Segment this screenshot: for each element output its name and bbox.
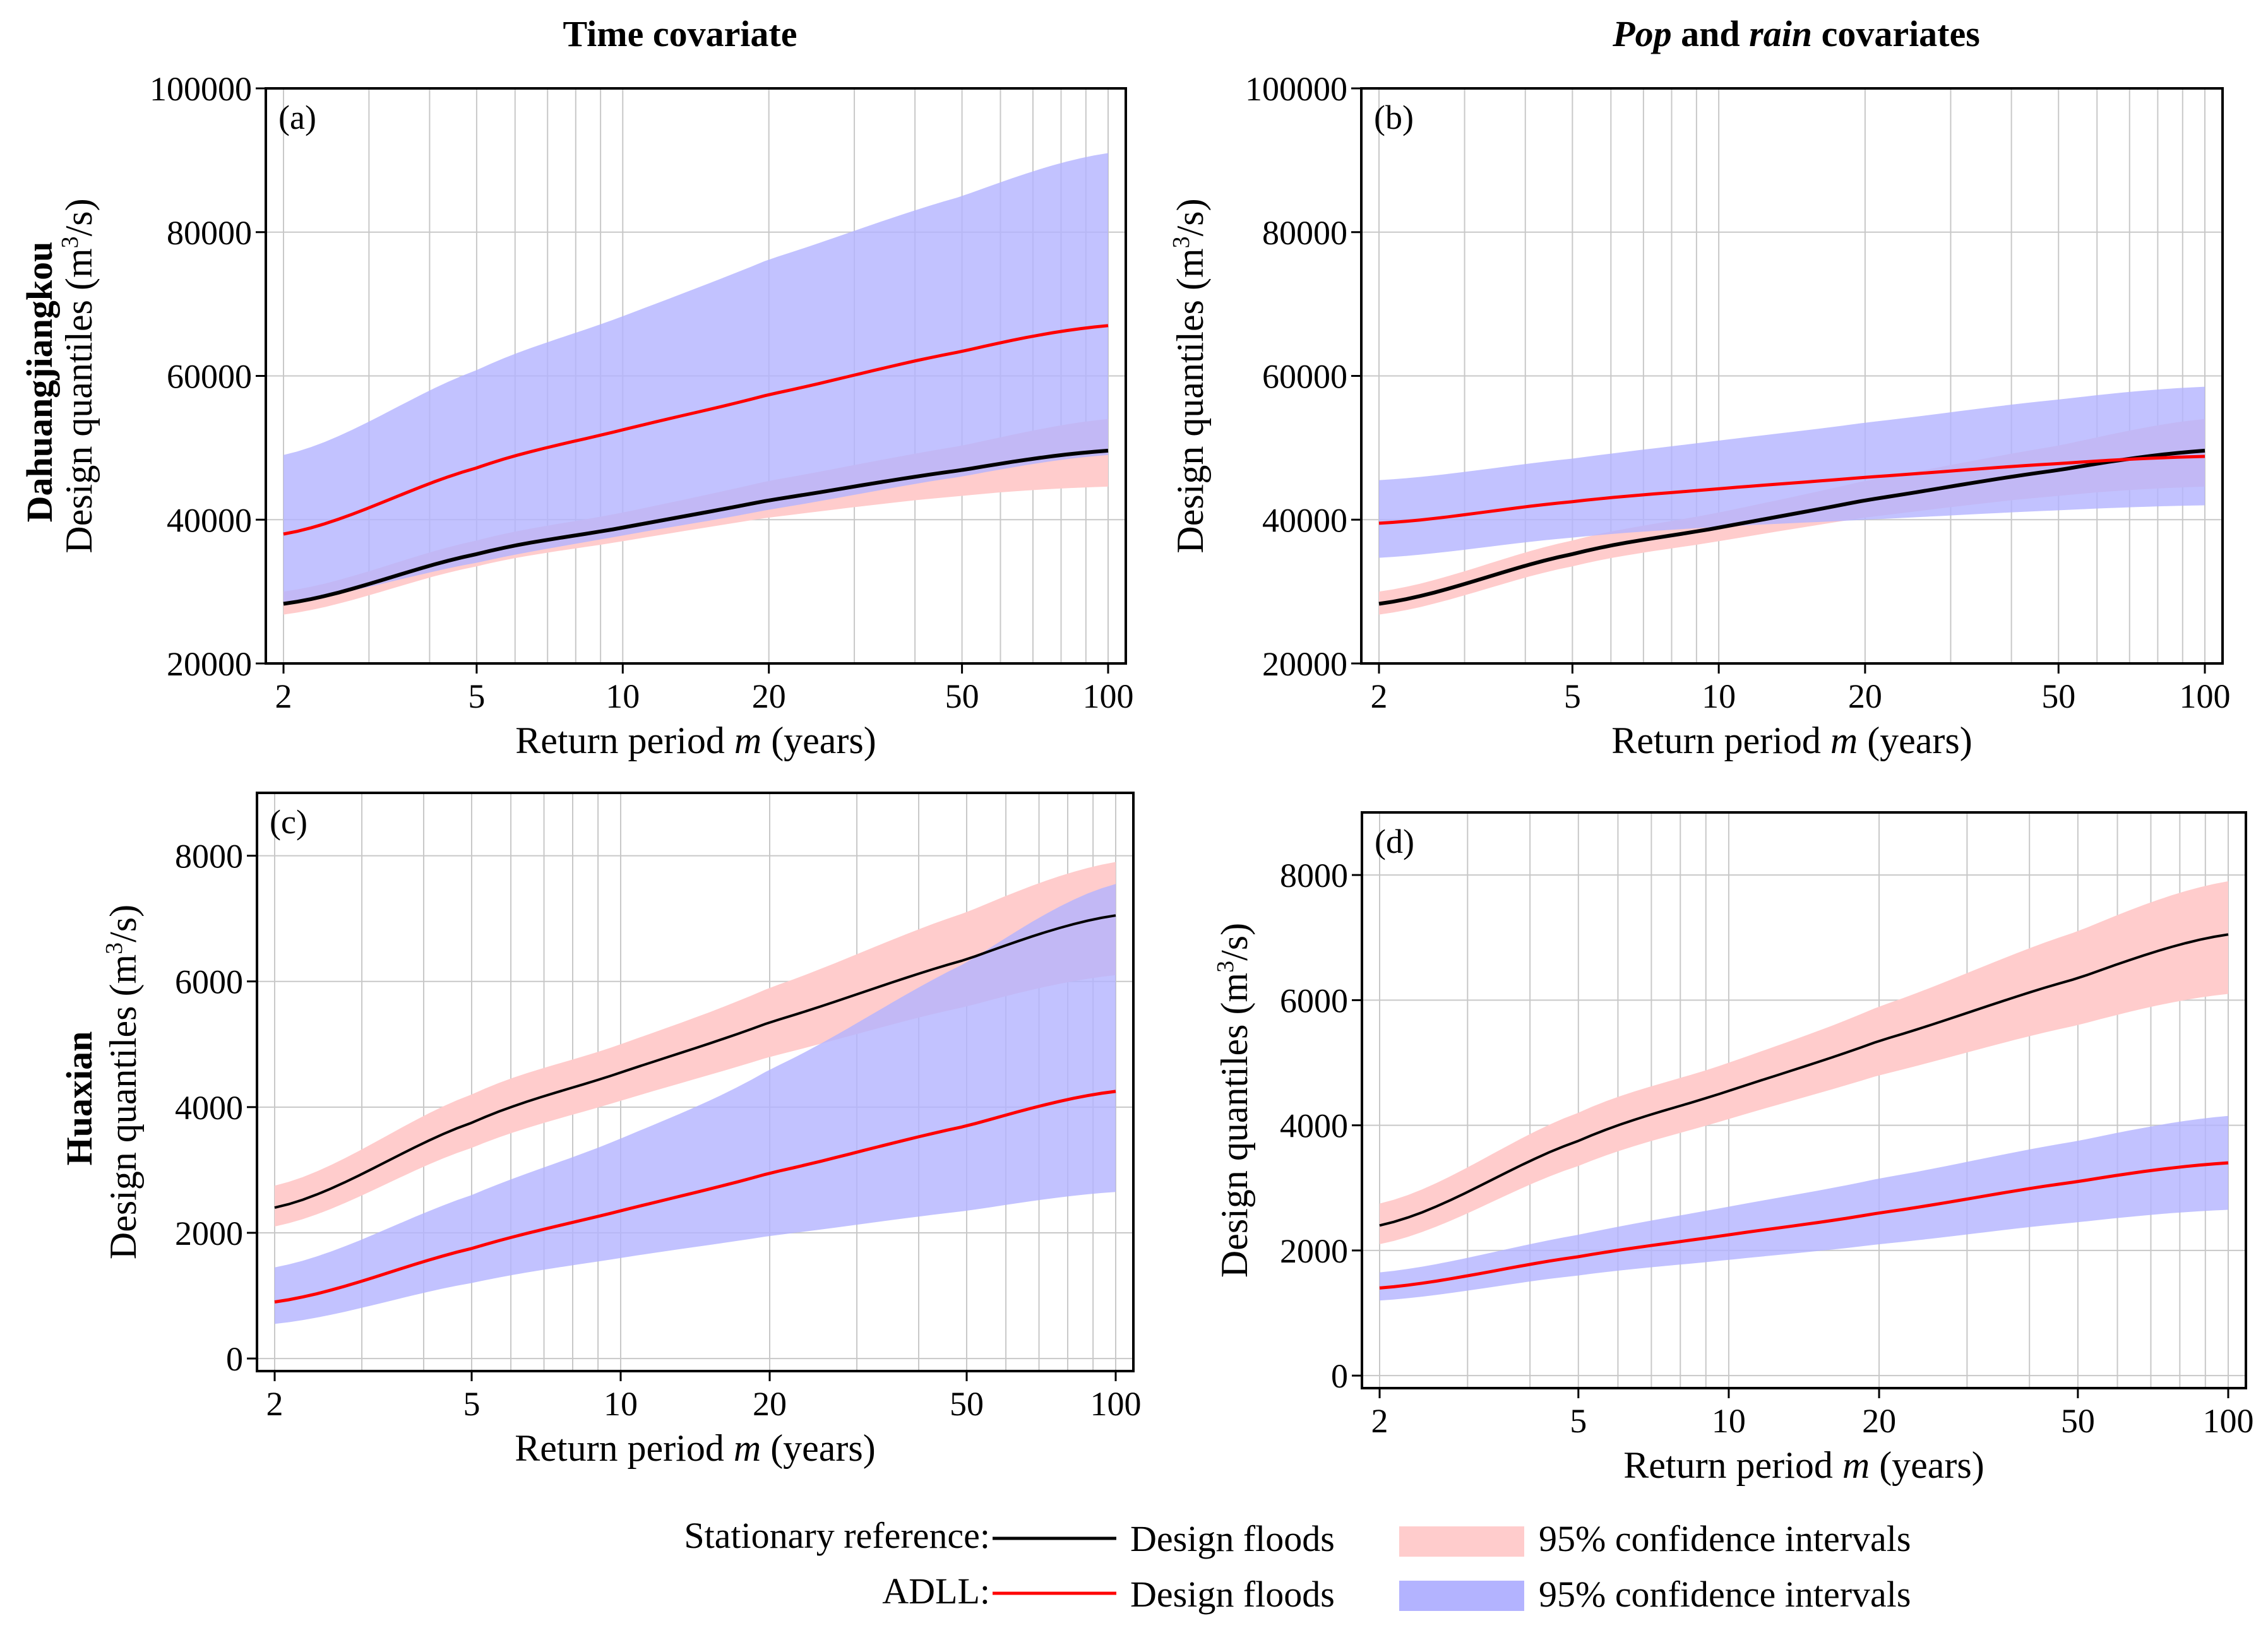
column-title-right-and: and	[1672, 13, 1750, 54]
x-tick-label: 5	[468, 677, 485, 715]
x-tick-label: 10	[604, 1385, 638, 1423]
plot-frame	[1361, 811, 2247, 1389]
adll-design-flood-line	[283, 324, 1109, 536]
stationary-ci-band	[1380, 881, 2228, 1244]
plot-background	[1362, 812, 2246, 1388]
x-tick-label: 10	[606, 677, 640, 715]
x-tick-label: 10	[1712, 1402, 1746, 1440]
x-tick-label: 50	[2041, 677, 2075, 715]
adll-ci-band	[1379, 386, 2205, 558]
y-tick-label: 2000	[175, 1215, 243, 1252]
x-tick-label: 10	[1702, 677, 1736, 715]
panel-c: 0 2000 4000 6000 8000 2 5 10 20 50 100 (c) Return pe…	[101, 792, 1142, 1469]
x-tick-label: 50	[950, 1385, 984, 1423]
y-axis-label: Design quantiles (m3/s)	[57, 198, 100, 553]
panel-label: (c)	[270, 803, 307, 841]
panel-d: 0 2000 4000 6000 8000 2 5 10 20 50 100 (d) Return pe…	[1212, 811, 2254, 1486]
legend-stationary-ci-swatch	[1399, 1526, 1524, 1557]
y-tick-label: 4000	[1280, 1107, 1348, 1145]
x-tick-label: 2	[1371, 677, 1388, 715]
legend-adll-label: ADLL:	[882, 1571, 990, 1612]
y-tick-label: 4000	[175, 1089, 243, 1127]
panel-label: (d)	[1375, 823, 1414, 860]
legend: Stationary reference: Design floods 95% …	[684, 1515, 1911, 1615]
y-tick-label: 0	[226, 1340, 243, 1378]
y-tick-label: 60000	[167, 358, 252, 396]
legend-adll-design-floods: Design floods	[1130, 1574, 1335, 1615]
column-title-left: Time covariate	[563, 13, 797, 54]
legend-adll-ci-swatch	[1399, 1581, 1524, 1611]
x-tick-label: 50	[2061, 1402, 2095, 1440]
x-tick-label: 5	[1570, 1402, 1587, 1440]
x-axis-label: Return period m (years)	[515, 1427, 876, 1469]
y-tick-label: 2000	[1280, 1232, 1348, 1270]
x-tick-label: 100	[2180, 677, 2231, 715]
y-tick-label: 100000	[150, 70, 252, 108]
x-tick-label: 2	[275, 677, 292, 715]
adll-design-flood-line	[274, 1090, 1116, 1304]
y-tick-label: 8000	[1280, 857, 1348, 894]
stationary-design-flood-line	[1378, 448, 2205, 606]
x-tick-label: 50	[945, 677, 979, 715]
panel-a: 20000 40000 60000 80000 100000 2 5 10 20 50 100 (a)…	[57, 70, 1134, 761]
stationary-design-flood-line	[274, 914, 1116, 1209]
x-tick-label: 20	[753, 1385, 787, 1423]
y-tick-label: 80000	[1262, 214, 1347, 252]
x-tick-label: 20	[1862, 1402, 1896, 1440]
y-axis-label: Design quantiles (m3/s)	[1168, 198, 1211, 553]
y-axis-label: Design quantiles (m3/s)	[1212, 923, 1255, 1278]
adll-ci-band	[284, 153, 1108, 603]
stationary-design-flood-line	[283, 448, 1109, 606]
y-axis-label: Design quantiles (m3/s)	[101, 905, 144, 1259]
plot-frame	[256, 792, 1135, 1372]
y-tick-label: 60000	[1262, 358, 1347, 396]
adll-design-flood-line	[1379, 1161, 2229, 1290]
x-axis-label: Return period m (years)	[1611, 720, 1973, 761]
x-tick-label: 2	[266, 1385, 284, 1423]
y-tick-label: 0	[1331, 1357, 1348, 1395]
panel-label: (b)	[1374, 98, 1414, 136]
row-title-huaxian: Huaxian	[59, 1031, 100, 1166]
stationary-design-flood-line	[1379, 933, 2229, 1227]
y-tick-label: 100000	[1245, 70, 1347, 108]
y-tick-label: 20000	[1262, 645, 1347, 683]
x-tick-label: 5	[463, 1385, 480, 1423]
panel-b: 20000 40000 60000 80000 100000 2 5 10 20 50 100 (b)…	[1168, 70, 2231, 761]
x-tick-label: 100	[2203, 1402, 2254, 1440]
column-title-right: Pop and rain covariates	[1612, 13, 1980, 54]
y-tick-label: 40000	[1262, 501, 1347, 539]
column-title-right-pop: Pop	[1612, 13, 1671, 54]
x-tick-label: 20	[752, 677, 786, 715]
row-title-dahuangjiangkou: Dahuangjiangkou	[19, 242, 60, 523]
y-tick-label: 8000	[175, 838, 243, 876]
y-tick-label: 40000	[167, 501, 252, 539]
legend-adll-ci-label: 95% confidence intervals	[1539, 1574, 1911, 1615]
legend-stationary-design-floods: Design floods	[1130, 1518, 1335, 1559]
y-tick-label: 6000	[175, 963, 243, 1001]
y-tick-label: 80000	[167, 214, 252, 252]
y-tick-label: 20000	[167, 645, 252, 683]
x-tick-label: 2	[1371, 1402, 1388, 1440]
adll-ci-band	[275, 884, 1116, 1324]
x-tick-label: 5	[1564, 677, 1581, 715]
y-tick-label: 6000	[1280, 982, 1348, 1019]
legend-stationary-label: Stationary reference:	[684, 1515, 990, 1556]
x-axis-label: Return period m (years)	[1623, 1444, 1984, 1486]
panel-label: (a)	[278, 98, 316, 136]
adll-design-flood-line	[1378, 455, 2205, 525]
legend-stationary-ci-label: 95% confidence intervals	[1539, 1518, 1911, 1559]
stationary-ci-band	[275, 862, 1116, 1227]
x-tick-label: 20	[1848, 677, 1882, 715]
x-axis-label: Return period m (years)	[515, 720, 876, 761]
column-title-right-rain: rain	[1749, 13, 1812, 54]
x-tick-label: 100	[1083, 677, 1134, 715]
x-tick-label: 100	[1090, 1385, 1142, 1423]
column-title-right-rest: covariates	[1812, 13, 1980, 54]
